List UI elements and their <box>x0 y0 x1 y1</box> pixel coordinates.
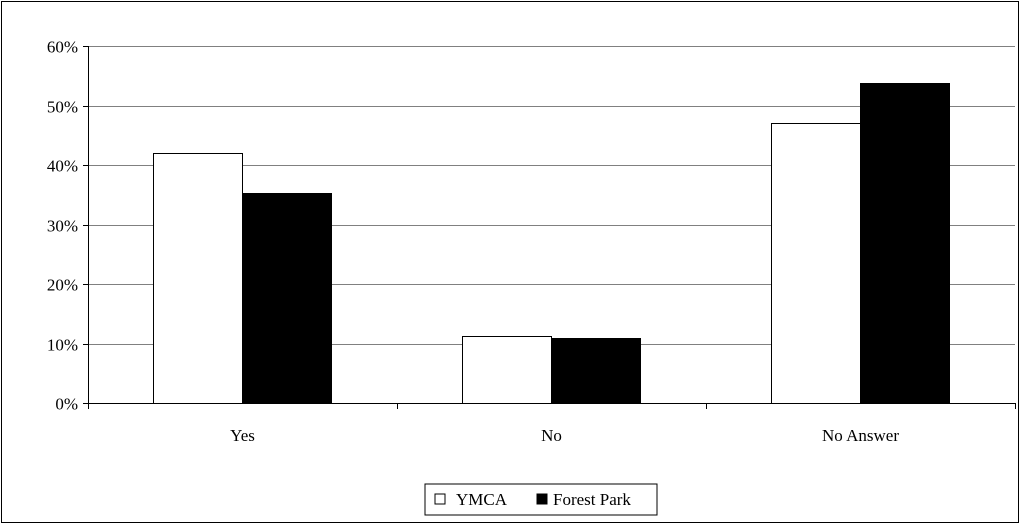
legend-swatch-ymca <box>434 493 446 505</box>
y-tick-label: 10% <box>47 336 78 355</box>
legend: YMCA Forest Park <box>424 483 658 516</box>
bar-ymca-yes <box>153 153 243 404</box>
bar-forest-park-no-answer <box>860 83 950 404</box>
y-tick-label: 0% <box>55 395 78 414</box>
y-tick-label: 60% <box>47 38 78 57</box>
legend-label-ymca: YMCA <box>456 490 508 509</box>
x-tick-label: No <box>541 426 562 445</box>
bar-forest-park-yes <box>242 193 332 404</box>
bars <box>153 83 950 404</box>
y-tick-label: 50% <box>47 98 78 117</box>
legend-label-forest-park: Forest Park <box>553 490 631 509</box>
x-tick-label: Yes <box>230 426 255 445</box>
bar-ymca-no <box>462 336 552 404</box>
y-tick-label: 30% <box>47 217 78 236</box>
bar-ymca-no-answer <box>771 123 861 404</box>
bar-forest-park-no <box>551 338 641 404</box>
y-tick-label: 20% <box>47 276 78 295</box>
axes: 0% 10% 20% 30% 40% 50% 60% Yes No No Answer <box>47 38 1016 445</box>
x-tick-label: No Answer <box>822 426 899 445</box>
y-tick-label: 40% <box>47 157 78 176</box>
legend-swatch-forest-park <box>536 493 548 505</box>
